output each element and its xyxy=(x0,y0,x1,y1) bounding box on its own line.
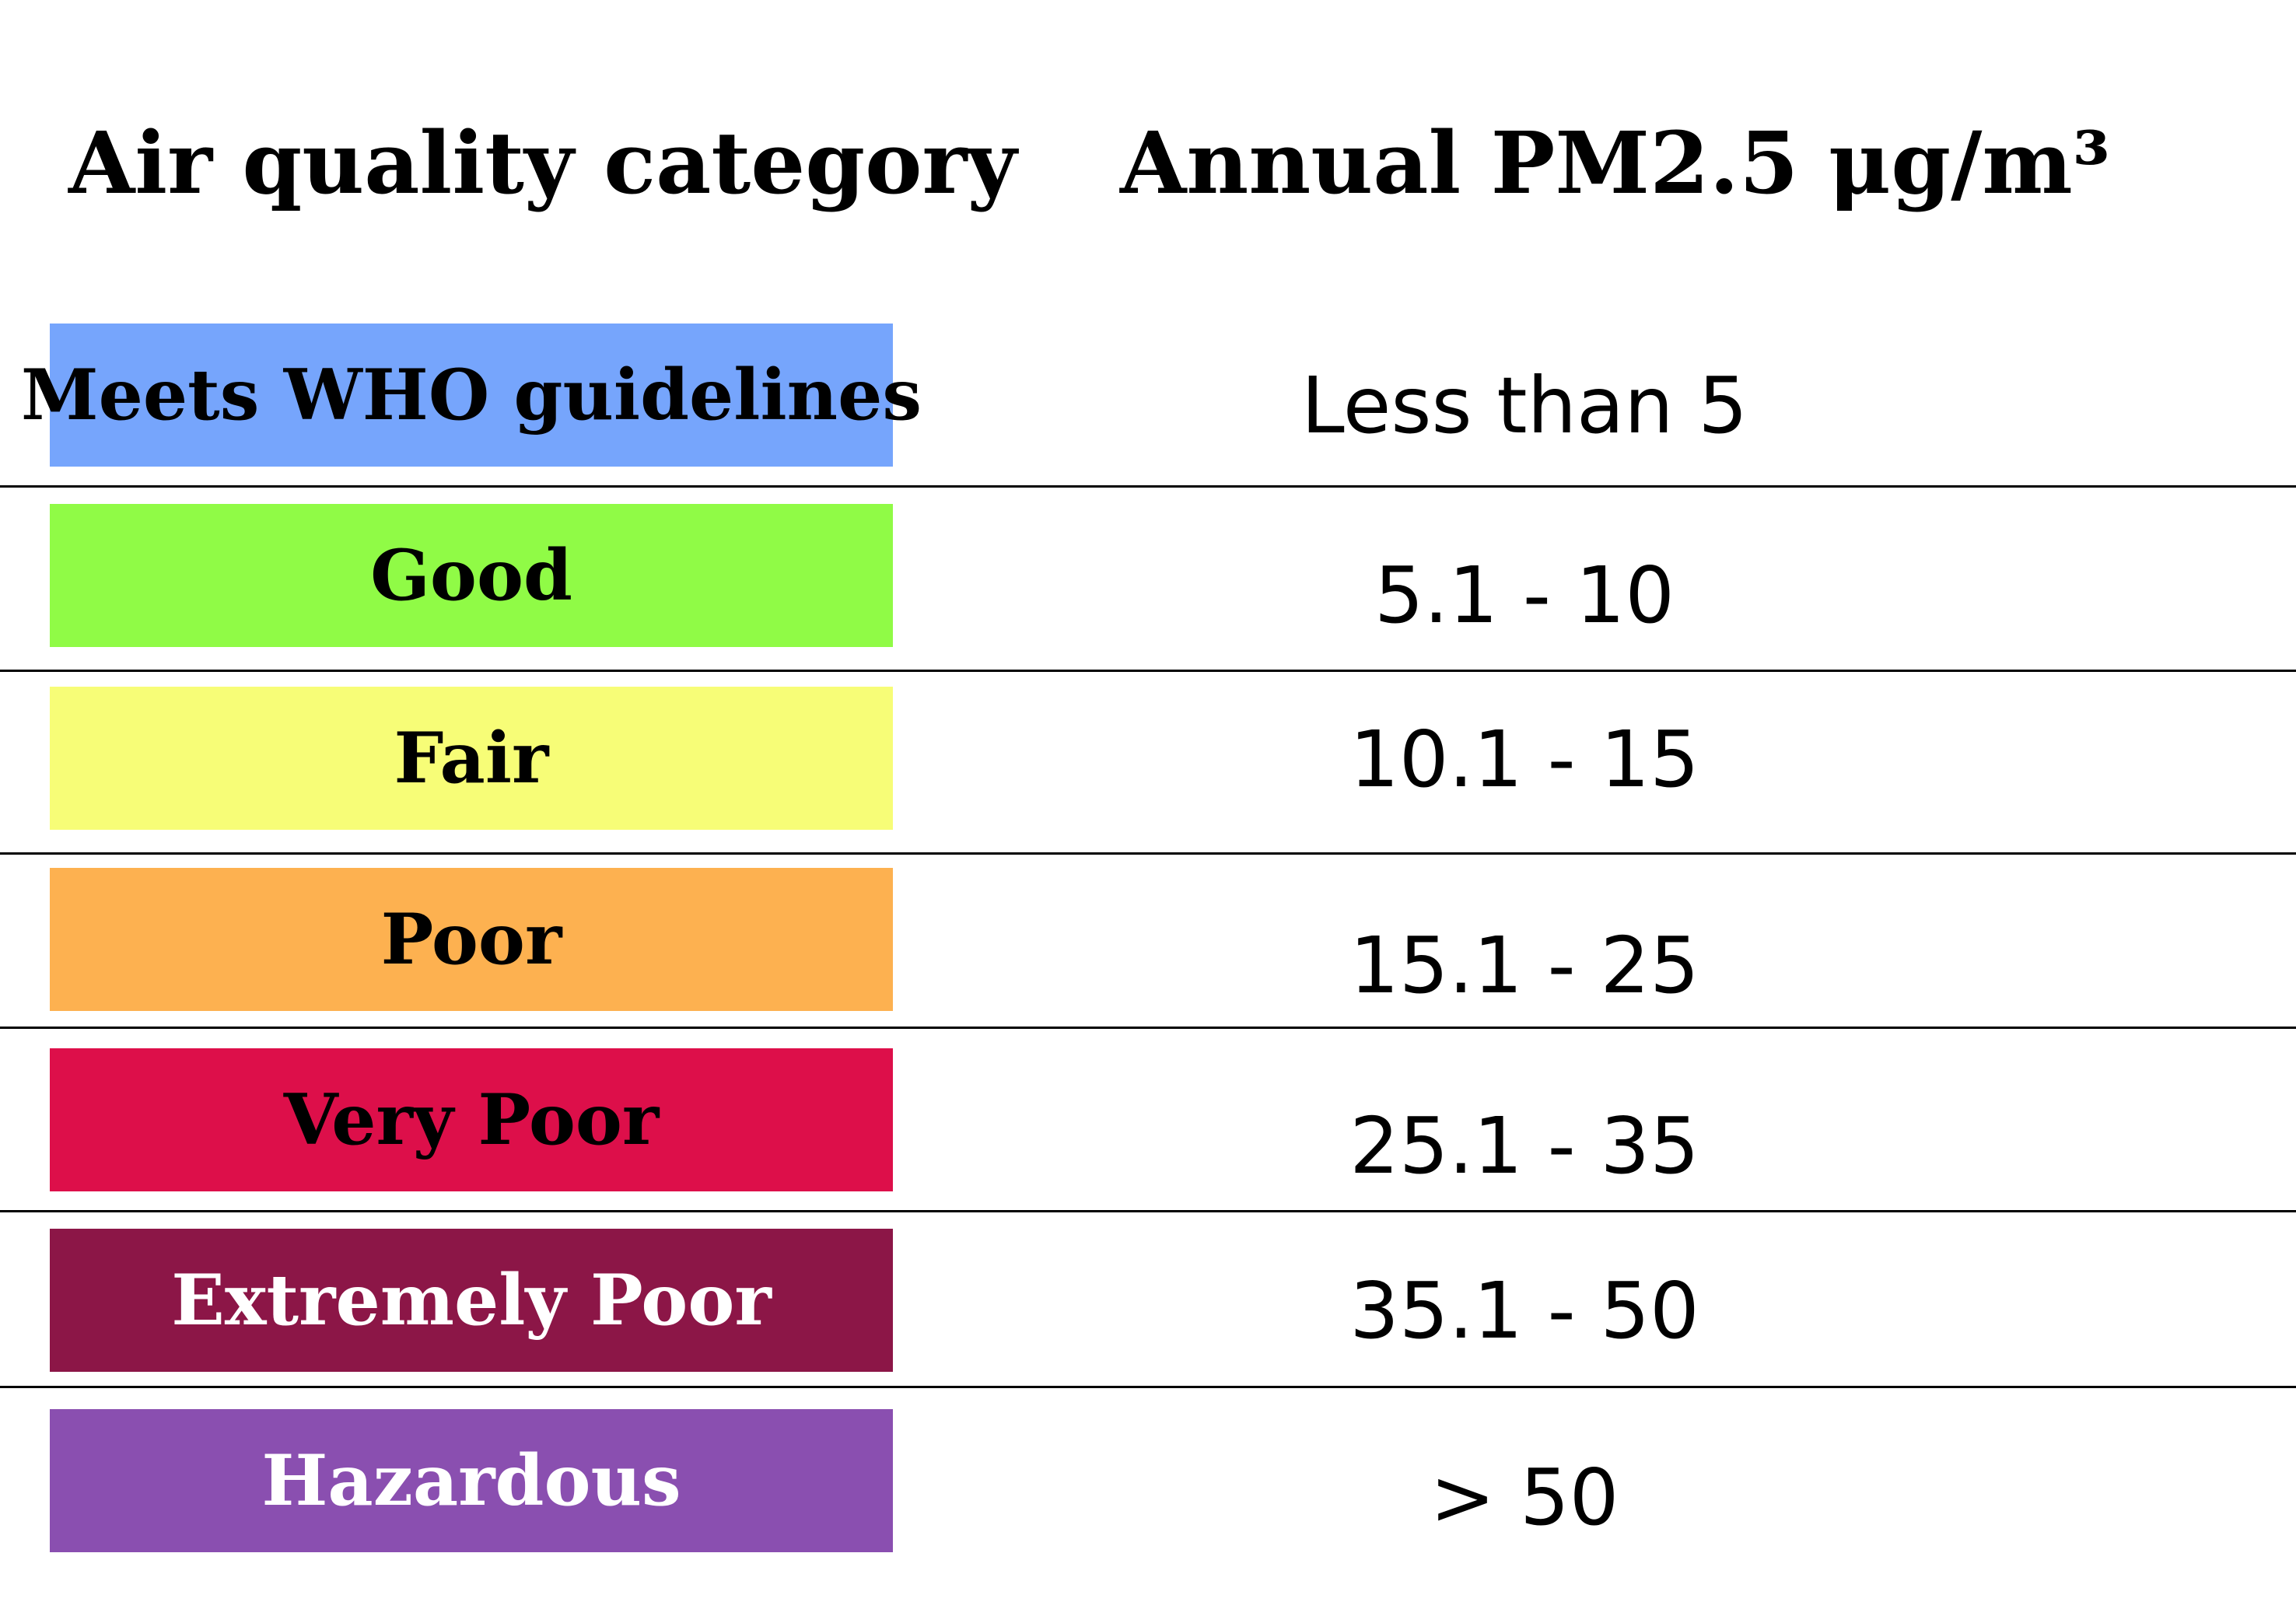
column-header-category: Air quality category xyxy=(68,113,1017,213)
category-swatch: Hazardous xyxy=(50,1409,893,1552)
table-row: Extremely Poor 35.1 - 50 xyxy=(0,1229,2296,1372)
table-row: Hazardous > 50 xyxy=(0,1409,2296,1552)
row-divider xyxy=(0,1386,2296,1388)
pm25-range-value: > 50 xyxy=(1430,1452,1619,1543)
category-label: Good xyxy=(370,534,572,617)
table-row: Good 5.1 - 10 xyxy=(0,504,2296,647)
pm25-range-value: 15.1 - 25 xyxy=(1349,920,1699,1011)
pm25-range-value: 10.1 - 15 xyxy=(1349,714,1699,805)
row-divider xyxy=(0,1027,2296,1029)
category-swatch: Extremely Poor xyxy=(50,1229,893,1372)
category-swatch: Very Poor xyxy=(50,1048,893,1191)
pm25-range-value: 35.1 - 50 xyxy=(1349,1265,1699,1356)
table-row: Very Poor 25.1 - 35 xyxy=(0,1048,2296,1191)
category-label: Meets WHO guidelines xyxy=(20,354,922,436)
row-divider xyxy=(0,485,2296,488)
category-label: Extremely Poor xyxy=(171,1259,772,1341)
row-divider xyxy=(0,1210,2296,1212)
column-header-pm25: Annual PM2.5 μg/m³ xyxy=(1120,113,2110,213)
category-label: Very Poor xyxy=(283,1079,660,1161)
category-label: Hazardous xyxy=(261,1439,681,1522)
table-row: Poor 15.1 - 25 xyxy=(0,868,2296,1011)
pm25-range-value: 25.1 - 35 xyxy=(1349,1100,1699,1191)
category-label: Fair xyxy=(394,717,549,799)
category-swatch: Good xyxy=(50,504,893,647)
pm25-range-value: Less than 5 xyxy=(1300,360,1748,451)
category-label: Poor xyxy=(380,898,562,981)
table-row: Fair 10.1 - 15 xyxy=(0,687,2296,830)
pm25-range-value: 5.1 - 10 xyxy=(1374,550,1675,641)
table-row: Meets WHO guidelines Less than 5 xyxy=(0,324,2296,467)
category-swatch: Meets WHO guidelines xyxy=(21,324,922,467)
category-swatch: Fair xyxy=(50,687,893,830)
row-divider xyxy=(0,852,2296,855)
row-divider xyxy=(0,670,2296,672)
category-swatch: Poor xyxy=(50,868,893,1011)
